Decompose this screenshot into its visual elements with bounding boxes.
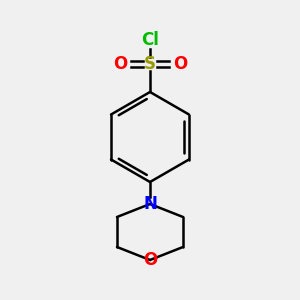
Text: N: N xyxy=(143,195,157,213)
Text: O: O xyxy=(143,251,157,269)
Text: Cl: Cl xyxy=(141,31,159,49)
Text: O: O xyxy=(113,55,127,73)
Text: S: S xyxy=(144,55,156,73)
Text: O: O xyxy=(173,55,187,73)
